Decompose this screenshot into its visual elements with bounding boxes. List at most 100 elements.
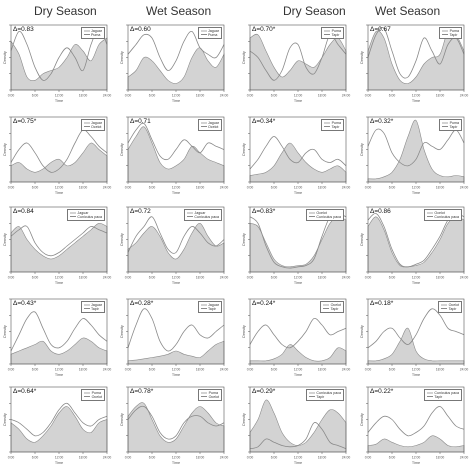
series-line <box>10 311 108 352</box>
legend-swatch <box>323 303 330 306</box>
density-plot: 0:00 6:00 12:00 18:00 24:00 Time Density <box>360 298 468 377</box>
legend-item: Ocelot <box>201 395 219 399</box>
legend-label: Puma <box>449 28 459 33</box>
density-plot: 0:00 6:00 12:00 18:00 24:00 Time Density <box>242 298 350 377</box>
legend-swatch <box>308 216 315 218</box>
legend-item: Puma <box>324 121 341 125</box>
y-axis-label: Density <box>360 325 364 338</box>
y-axis-label: Density <box>120 233 124 246</box>
y-axis-label: Density <box>3 325 7 338</box>
legend: Jaguar Ocelot <box>80 119 105 131</box>
x-tick-label: 24:00 <box>342 186 351 190</box>
legend-swatch <box>83 34 90 36</box>
x-tick-label: 18:00 <box>196 186 205 190</box>
density-plot: 0:00 6:00 12:00 18:00 24:00 Time Density <box>3 116 112 195</box>
legend-swatch <box>200 29 207 32</box>
x-tick-label: 24:00 <box>103 276 112 280</box>
x-axis-label: Time <box>294 191 302 195</box>
y-axis-label: Density <box>360 233 364 246</box>
legend-label: Jaguar <box>208 302 219 307</box>
legend-label: Jaguar <box>194 210 206 215</box>
x-tick-label: 24:00 <box>220 276 229 280</box>
legend-item: Tapir <box>442 125 459 129</box>
x-tick-label: 12:00 <box>172 368 181 372</box>
legend-label: Tapir <box>449 32 458 37</box>
header-left-dry: Dry Season <box>34 4 97 18</box>
legend-label: Ocelot <box>434 210 445 215</box>
x-tick-label: 6:00 <box>271 368 278 372</box>
x-tick-label: 12:00 <box>294 94 303 98</box>
legend-swatch <box>200 308 207 310</box>
legend-label: Cuniculus paca <box>434 214 459 219</box>
x-tick-label: 6:00 <box>149 94 156 98</box>
density-plot: 0:00 6:00 12:00 18:00 24:00 Time Density <box>3 206 112 285</box>
legend-swatch <box>186 211 193 214</box>
x-tick-label: 6:00 <box>271 186 278 190</box>
legend: Ocelot Cuniculus paca <box>423 209 462 221</box>
legend-swatch <box>323 308 330 310</box>
x-tick-label: 6:00 <box>32 276 39 280</box>
x-tick-label: 0:00 <box>247 456 254 460</box>
legend-label: Tapir <box>316 394 325 399</box>
x-tick-label: 24:00 <box>342 276 351 280</box>
legend-label: Jaguar <box>91 120 102 125</box>
series-line <box>10 225 108 257</box>
y-axis-label: Density <box>242 233 246 246</box>
series-area <box>367 119 465 183</box>
overlap-coefficient: Δ=0.18* <box>370 300 394 307</box>
overlap-coefficient: Δ=0.64* <box>13 388 37 395</box>
legend-swatch <box>442 29 449 32</box>
x-tick-label: 18:00 <box>318 186 327 190</box>
legend-item: Puma <box>83 33 103 37</box>
x-tick-label: 18:00 <box>79 276 88 280</box>
density-panel: 0:00 6:00 12:00 18:00 24:00 Time Density Δ=0.29… <box>242 382 354 470</box>
legend-swatch <box>324 34 331 36</box>
legend-swatch <box>308 396 315 398</box>
x-tick-label: 24:00 <box>220 186 229 190</box>
x-axis-label: Time <box>412 461 420 465</box>
x-tick-label: 18:00 <box>79 186 88 190</box>
overlap-coefficient: Δ=0.67 <box>370 26 391 33</box>
legend-item: Cuniculus paca <box>426 391 459 395</box>
x-tick-label: 18:00 <box>196 368 205 372</box>
series-line <box>127 308 225 352</box>
x-tick-label: 18:00 <box>196 276 205 280</box>
x-tick-label: 24:00 <box>460 94 469 98</box>
legend-swatch <box>83 126 90 128</box>
legend-item: Puma <box>84 391 102 395</box>
density-plot: 0:00 6:00 12:00 18:00 24:00 Time Density <box>360 116 468 195</box>
x-tick-label: 18:00 <box>436 368 445 372</box>
x-tick-label: 24:00 <box>103 186 112 190</box>
series-area <box>10 37 108 91</box>
series-area <box>249 216 347 273</box>
legend-label: Ocelot <box>330 302 341 307</box>
x-tick-label: 0:00 <box>125 276 132 280</box>
x-tick-label: 0:00 <box>247 186 254 190</box>
x-tick-label: 0:00 <box>125 186 132 190</box>
x-axis-label: Time <box>172 281 180 285</box>
legend-swatch <box>201 391 208 394</box>
density-panel: 0:00 6:00 12:00 18:00 24:00 Time Density Δ=0.72… <box>120 202 232 290</box>
legend-label: Puma <box>331 28 341 33</box>
legend-swatch <box>200 34 207 36</box>
legend-label: Tapir <box>449 124 458 129</box>
series-area <box>10 142 108 183</box>
x-tick-label: 18:00 <box>79 94 88 98</box>
x-tick-label: 12:00 <box>412 368 421 372</box>
density-panel: 0:00 6:00 12:00 18:00 24:00 Time Density Δ=0.75… <box>3 112 115 200</box>
legend-label: Cuniculus paca <box>316 390 341 395</box>
x-tick-label: 12:00 <box>55 276 64 280</box>
legend-label: Ocelot <box>208 394 219 399</box>
header-right-wet: Wet Season <box>375 4 441 18</box>
x-tick-label: 24:00 <box>460 456 469 460</box>
x-axis-label: Time <box>55 99 63 103</box>
x-axis-label: Time <box>172 373 180 377</box>
legend-label: Tapir <box>331 124 340 129</box>
series-area <box>127 402 225 453</box>
y-axis-label: Density <box>3 233 7 246</box>
x-tick-label: 0:00 <box>8 186 15 190</box>
x-tick-label: 0:00 <box>8 456 15 460</box>
x-tick-label: 0:00 <box>125 456 132 460</box>
x-tick-label: 18:00 <box>79 368 88 372</box>
